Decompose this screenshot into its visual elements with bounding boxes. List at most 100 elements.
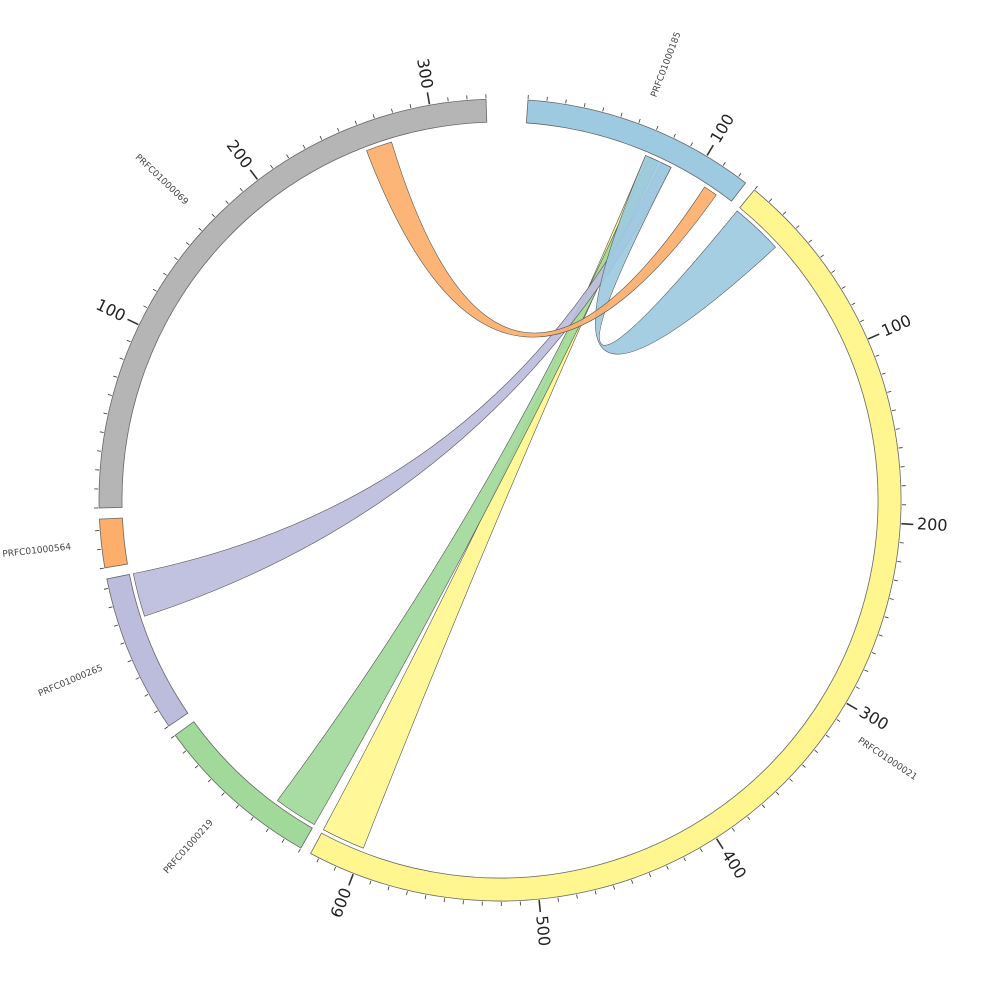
minor-tick [143,305,148,309]
minor-tick [409,104,412,109]
minor-tick [164,726,169,730]
segment-label-PRFC01000265: PRFC01000265 [37,663,104,699]
minor-tick [221,792,225,796]
minor-tick [769,198,773,202]
minor-tick [185,242,190,246]
minor-tick [789,778,793,782]
minor-tick [163,272,167,276]
major-tick [901,522,914,526]
minor-tick [107,394,112,396]
tick-label-PRFC01000069-200: 200 [223,136,257,172]
minor-tick [152,288,157,292]
minor-tick [99,567,104,570]
minor-tick [893,579,898,582]
minor-tick [235,805,239,809]
tick-label-PRFC01000185-100: 100 [706,110,738,146]
minor-tick [738,173,742,177]
segment-arc-PRFC01000265 [106,573,189,727]
minor-tick [120,642,125,645]
minor-tick [319,135,323,140]
minor-tick [557,897,559,902]
minor-tick [690,142,693,147]
minor-tick [700,848,703,853]
minor-tick [126,339,131,343]
minor-tick [194,765,199,769]
segment-label-PRFC01000185: PRFC01000185 [650,31,684,99]
minor-tick [620,112,623,117]
segment-label-PRFC01000069: PRFC01000069 [133,153,190,208]
tick-label-PRFC01000021-600: 600 [326,885,355,920]
minor-tick [775,791,780,796]
chord-link-PRFC01000185-to-PRFC01000069 [366,141,717,338]
major-tick [706,144,714,156]
minor-tick [898,447,903,449]
minor-tick [871,652,876,655]
minor-tick [265,828,269,833]
minor-tick [594,890,597,895]
minor-tick [387,886,390,891]
minor-tick [354,120,357,125]
minor-tick [103,588,108,590]
segment-label-PRFC01000564: PRFC01000564 [2,542,72,559]
minor-tick [875,354,880,357]
tick-label-PRFC01000021-400: 400 [718,846,750,882]
minor-tick [864,669,869,672]
tick-label-PRFC01000021-200: 200 [916,514,948,535]
minor-tick [602,107,605,112]
minor-tick [576,894,578,899]
segment-label-PRFC01000219: PRFC01000219 [162,818,216,876]
major-tick [715,838,724,850]
chord-link-PRFC01000185-to-PRFC01000219 [276,156,659,826]
segment-arc-PRFC01000564 [99,517,128,569]
segment-arc-PRFC01000185 [525,99,747,202]
minor-tick [761,804,766,809]
minor-tick [406,891,408,896]
minor-tick [820,254,824,258]
minor-tick [673,133,676,138]
minor-tick [302,144,306,149]
minor-tick [99,431,104,433]
minor-tick [754,185,758,190]
minor-tick [250,817,254,821]
minor-tick [391,108,393,113]
minor-tick [447,97,449,102]
minor-tick [174,257,178,261]
minor-tick [286,154,290,159]
minor-tick [298,848,301,853]
minor-tick [372,114,375,119]
minor-tick [631,879,634,884]
major-tick [249,169,259,180]
major-tick [867,333,880,340]
segment-arc-PRFC01000069 [98,98,488,509]
minor-tick [154,710,158,714]
major-tick [538,900,542,913]
minor-tick [782,211,787,215]
minor-tick [225,200,229,204]
minor-tick [887,390,892,393]
minor-tick [211,213,215,218]
minor-tick [113,375,118,378]
minor-tick [891,409,896,412]
minor-tick [369,880,372,885]
minor-tick [316,858,319,863]
minor-tick [119,357,124,360]
minor-tick [656,125,659,130]
chord-link-PRFC01000185-to-PRFC01000021 [595,155,777,355]
minor-tick [860,319,865,323]
minor-tick [182,750,187,754]
minor-tick [127,659,132,663]
minor-tick [722,162,726,166]
minor-tick [814,749,819,754]
minor-tick [198,227,202,231]
segment-arc-PRFC01000219 [174,721,313,849]
minor-tick [337,127,340,132]
minor-tick [881,372,886,375]
links-layer [132,141,777,849]
minor-tick [113,624,119,627]
minor-tick [841,286,846,289]
major-tick [348,873,354,886]
minor-tick [747,816,751,821]
minor-tick [808,239,813,243]
ticks-layer: 100 100 200 300 400 500 600 100 200 300 [93,57,948,947]
